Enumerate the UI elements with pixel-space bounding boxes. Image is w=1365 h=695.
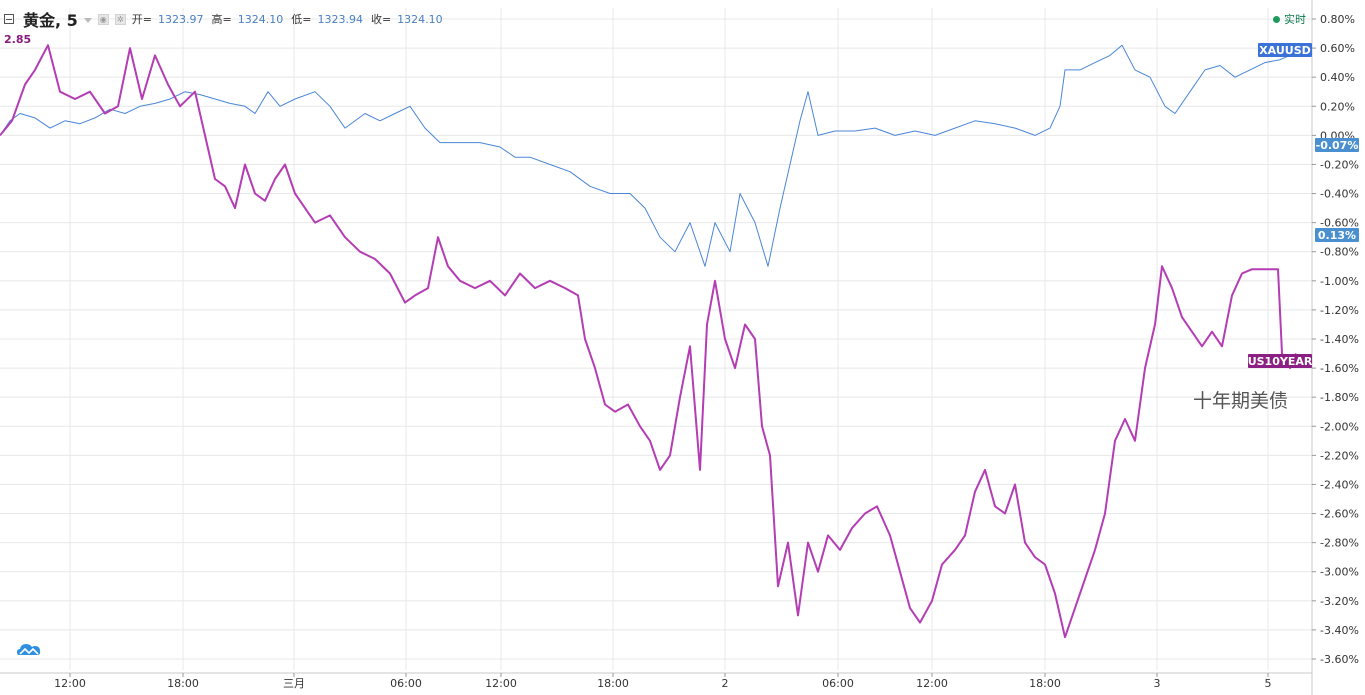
gear-icon[interactable]: ✲ — [114, 13, 126, 25]
x-tick-label: 18:00 — [167, 677, 199, 690]
y-tick-label: -2.40% — [1320, 478, 1359, 491]
y-tick-label: -0.80% — [1320, 246, 1359, 259]
y-tick-label: -0.20% — [1320, 158, 1359, 171]
eye-icon[interactable]: ◉ — [97, 13, 109, 25]
grid — [0, 8, 1312, 670]
y-tick-label: -1.40% — [1320, 333, 1359, 346]
y-tick-label: -3.60% — [1320, 653, 1359, 666]
close-label: 收= — [370, 13, 392, 26]
secondary-last-value: 2.85 — [4, 33, 32, 46]
y-tick-label: -2.20% — [1320, 449, 1359, 462]
xauusd-line[interactable] — [0, 44, 1291, 267]
y-tick-label: -2.80% — [1320, 537, 1359, 550]
us10year-value-tag: 0.13% — [1315, 228, 1359, 242]
x-tick-label: 12:00 — [916, 677, 948, 690]
y-tick-label: -1.20% — [1320, 304, 1359, 317]
low-value: 1323.94 — [317, 12, 363, 26]
open-label: 开= — [131, 13, 153, 26]
annotation-label: 十年期美债 — [1193, 390, 1289, 412]
us10year-tag-bg — [1248, 354, 1312, 368]
us10year-value-tag-bg — [1315, 228, 1359, 242]
y-tick-label: 0.80% — [1320, 13, 1355, 26]
y-tick-label: -1.60% — [1320, 362, 1359, 375]
y-tick-label: -1.00% — [1320, 275, 1359, 288]
y-tick-label: -3.00% — [1320, 566, 1359, 579]
x-tick-label: 三月 — [283, 677, 305, 690]
xauusd-tag-bg — [1258, 43, 1312, 57]
green-dot-icon — [1273, 15, 1280, 23]
series-legend: 黄金, 5 ◉ ✲ 开= 1323.97 高= 1324.10 低= 1323.94 … — [4, 8, 445, 30]
xauusd-tag-text: XAUUSD — [1259, 44, 1311, 57]
low-label: 低= — [291, 13, 312, 26]
y-tick-label: -1.80% — [1320, 391, 1359, 404]
y-tick-label: -3.40% — [1320, 624, 1359, 637]
cloud-logo-icon[interactable] — [16, 641, 42, 659]
close-value: 1324.10 — [397, 12, 443, 26]
y-tick-label: -0.60% — [1320, 217, 1359, 230]
xauusd-value-tag-bg — [1315, 138, 1359, 152]
high-label: 高= — [211, 13, 232, 26]
symbol-label[interactable]: 黄金, 5 — [23, 11, 78, 30]
y-tick-label: -2.00% — [1320, 420, 1359, 433]
xauusd-value-tag: -0.07% — [1315, 138, 1359, 152]
xauusd-tag: XAUUSD — [1258, 43, 1312, 57]
realtime-label: 实时 — [1284, 13, 1306, 26]
us10year-tag: US10YEAR — [1248, 354, 1313, 368]
us10year-tag-text: US10YEAR — [1248, 355, 1313, 368]
x-tick-label: 18:00 — [1029, 677, 1061, 690]
x-tick-label: 5 — [1265, 677, 1272, 690]
high-value: 1324.10 — [237, 12, 284, 26]
x-tick-label: 12:00 — [54, 677, 86, 690]
caret-down-icon[interactable] — [83, 17, 92, 23]
y-axis[interactable]: 0.80%0.60%0.40%0.20%0.00%-0.20%-0.40%-0.… — [1312, 13, 1359, 666]
y-tick-label: -2.60% — [1320, 508, 1359, 521]
x-tick-label: 18:00 — [597, 677, 629, 690]
us10year-value-tag-text: 0.13% — [1318, 229, 1356, 242]
x-tick-label: 06:00 — [822, 677, 854, 690]
open-value: 1323.97 — [158, 12, 204, 26]
x-tick-label: 2 — [722, 677, 729, 690]
y-tick-label: 0.20% — [1320, 100, 1355, 113]
y-tick-label: 0.60% — [1320, 42, 1355, 55]
minus-box-icon[interactable] — [4, 14, 14, 24]
x-axis[interactable]: 12:00 18:00 三月 06:00 12:00 18:00 2 06:00 12:00 18… — [54, 673, 1272, 690]
y-tick-label: -0.40% — [1320, 188, 1359, 201]
x-tick-label: 06:00 — [390, 677, 422, 690]
y-tick-label: -3.20% — [1320, 595, 1359, 608]
y-tick-label: 0.40% — [1320, 71, 1355, 84]
us10year-line[interactable] — [0, 44, 1297, 639]
x-tick-label: 3 — [1154, 677, 1161, 690]
realtime-status: 实时 — [1273, 11, 1306, 27]
x-tick-label: 12:00 — [485, 677, 517, 690]
xauusd-value-tag-text: -0.07% — [1316, 139, 1359, 152]
